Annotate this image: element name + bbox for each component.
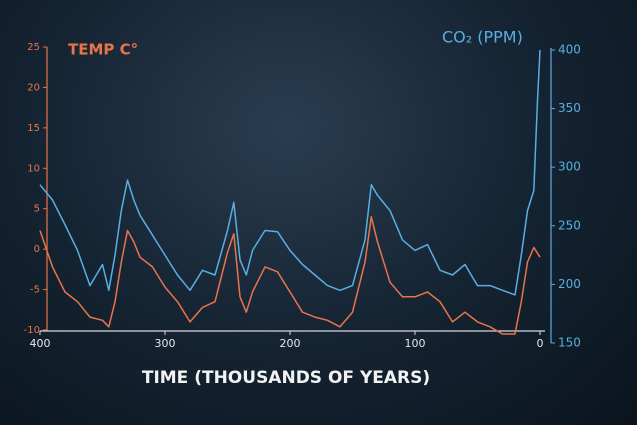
co2-axis-title: CO₂ (PPM)	[442, 28, 523, 47]
y-tick-label: 10	[27, 163, 40, 174]
y-tick-label: 25	[27, 42, 40, 53]
y-tick-label: 15	[27, 123, 40, 134]
x-tick-label: 300	[155, 337, 176, 350]
y-tick-label: -5	[30, 285, 40, 296]
temp-axis-title: TEMP C°	[68, 41, 138, 59]
y2-tick-label: 300	[558, 160, 581, 174]
y-tick-label: 0	[34, 244, 40, 255]
y-tick-label: 20	[27, 82, 40, 93]
x-tick-label: 200	[280, 337, 301, 350]
x-tick-label: 0	[537, 337, 544, 350]
x-tick-label: 400	[30, 337, 51, 350]
y-tick-label: -10	[24, 325, 40, 336]
y2-tick-label: 200	[558, 277, 581, 291]
x-axis-title: TIME (THOUSANDS OF YEARS)	[142, 368, 430, 388]
series-line	[39, 49, 541, 296]
y2-tick-label: 250	[558, 218, 581, 232]
y2-tick-label: 350	[558, 101, 581, 115]
y-tick-label: 5	[34, 204, 40, 215]
x-tick-label: 100	[405, 337, 426, 350]
y2-tick-label: 400	[558, 43, 581, 57]
y2-tick-label: 150	[558, 336, 581, 350]
series-line	[39, 216, 541, 335]
